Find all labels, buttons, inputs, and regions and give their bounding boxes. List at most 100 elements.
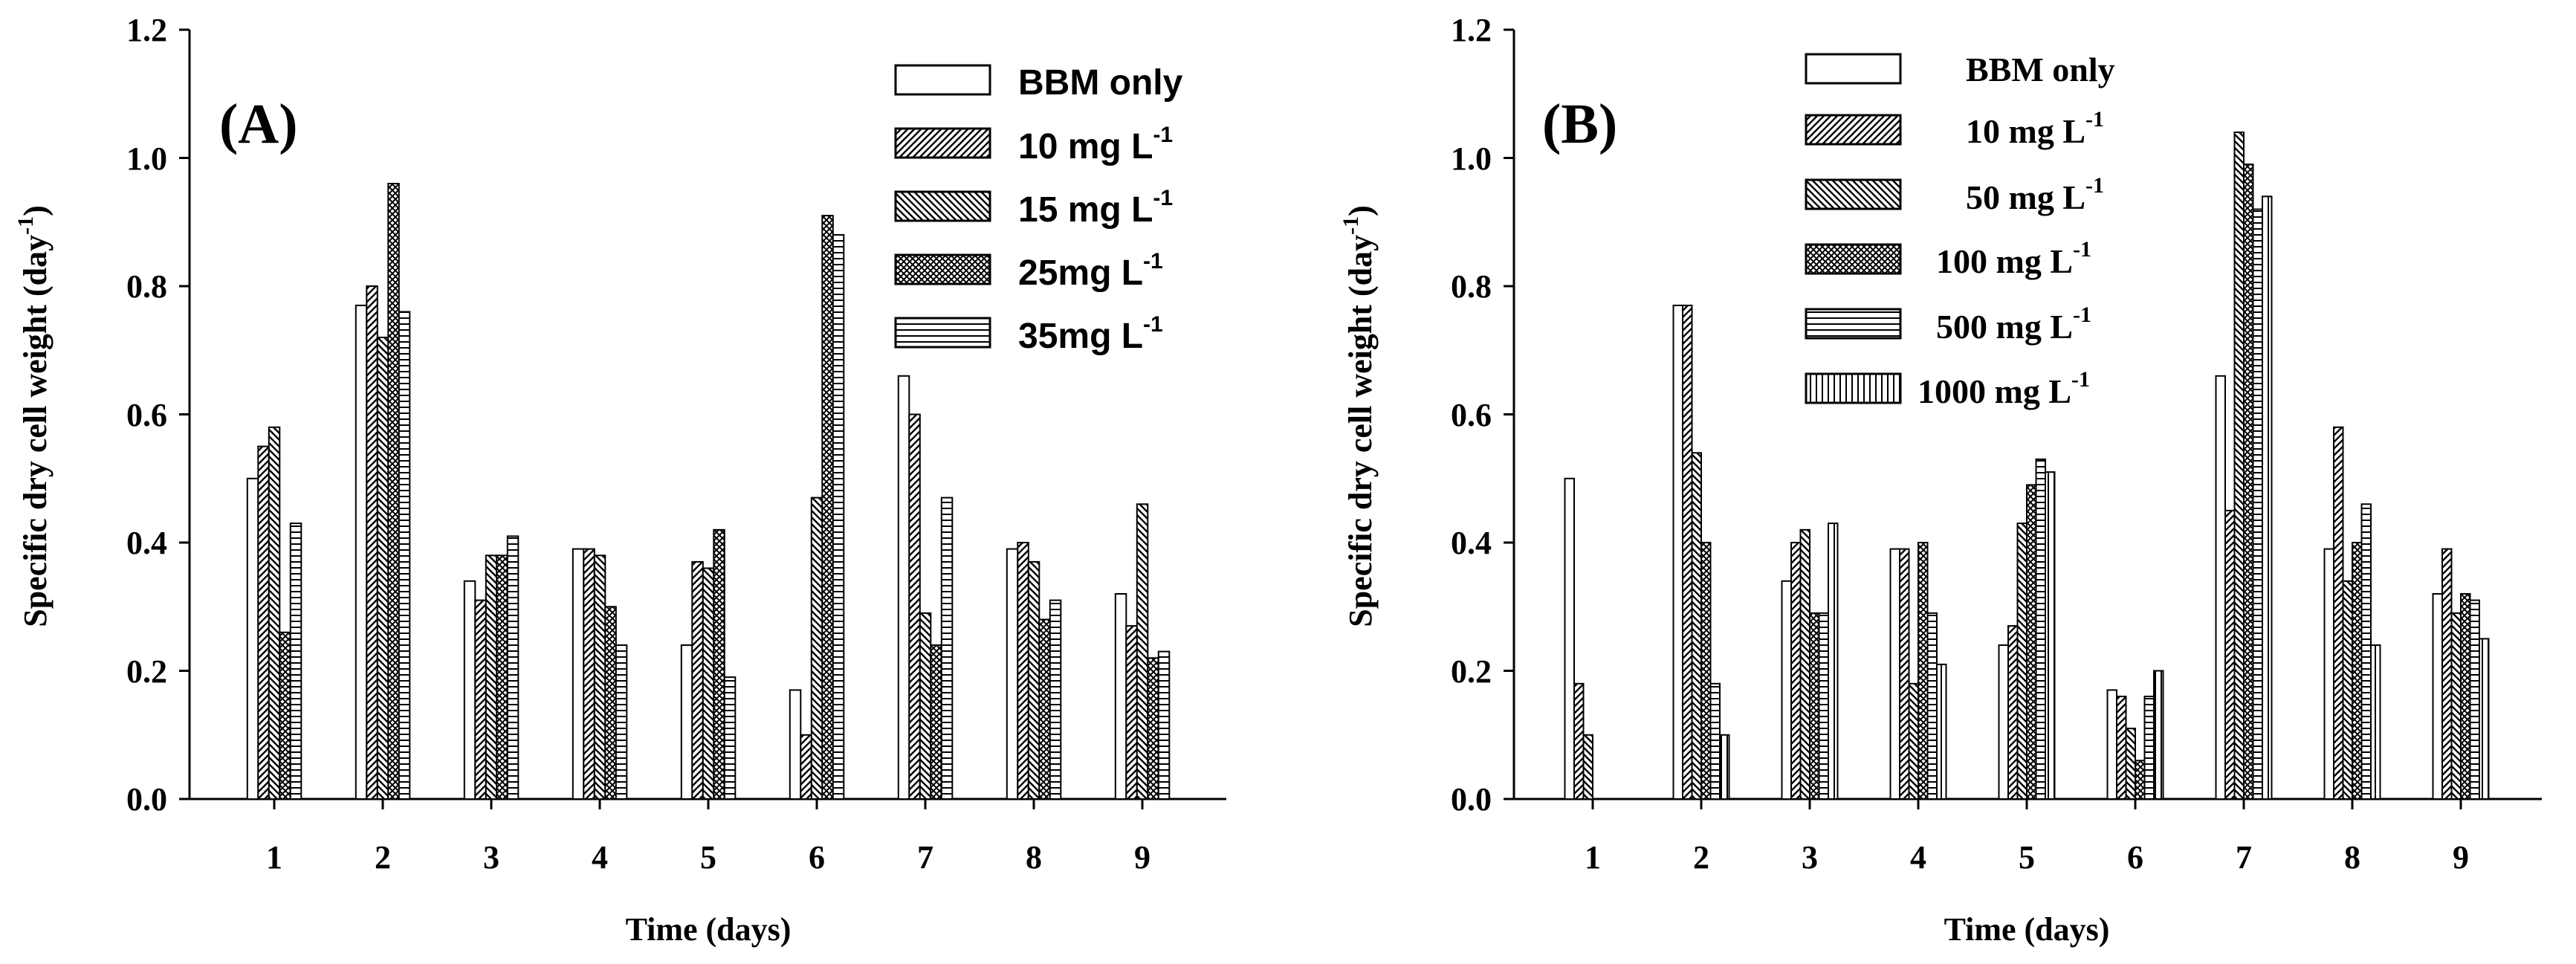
bar [1682,304,1693,800]
bar [1038,618,1051,800]
bar [474,599,487,800]
bar [2233,132,2245,800]
bar [2479,638,2490,800]
bar [1125,625,1138,800]
y-tick-label: 0.6 [126,397,167,433]
bars-b [1564,132,2490,800]
legend-item: BBM only [894,63,1183,103]
bar [2262,195,2273,800]
x-tick-marks-a [273,799,1144,809]
legend-label: BBM only [1966,51,2115,88]
bar [268,426,281,800]
bar [930,644,942,800]
x-tick-label: 8 [2344,839,2360,876]
y-tick-marks-b [1504,28,1514,800]
legend-swatch-bbm-only [894,64,991,96]
bar [810,496,823,800]
legend-swatch-100-mg [1805,243,1902,275]
legend-item: 25mg L-1 [894,249,1163,293]
bar [257,445,270,800]
legend-swatch-15-mg [894,190,991,222]
y-tick-label: 0.2 [1451,653,1492,690]
bar [1908,682,1919,800]
bar [897,375,910,800]
bar [1006,548,1019,800]
x-tick-label: 5 [700,839,716,876]
legend-label: 100 mg L-1 [1936,237,2091,280]
bar [832,234,845,800]
legend-label: 35mg L-1 [1018,312,1163,356]
x-tick-label: 1 [1585,839,1601,876]
bar [1136,503,1149,800]
x-tick-label: 6 [809,839,825,876]
bar [1027,560,1041,800]
bar [2035,458,2046,800]
x-tick-label: 9 [1134,839,1151,876]
bar [387,183,400,800]
legend-swatch-50-mg [1805,178,1902,210]
x-axis-title-a: Time (days) [626,911,792,948]
bar [1998,644,2009,800]
legend-item: 35mg L-1 [894,312,1163,356]
legend-item: BBM only [1805,51,2115,88]
y-axis-b: 0.0 0.2 0.4 0.6 0.8 1.0 1.2 [1451,12,1515,818]
y-axis-a: 0.0 0.2 0.4 0.6 0.8 1.0 1.2 [126,12,191,818]
legend-swatch-bbm-only [1805,53,1902,85]
bar [1700,542,1712,800]
y-tick-label: 0.2 [126,653,167,690]
bar [398,311,411,800]
legend-item: 500 mg L-1 [1805,303,2091,346]
y-tick-label: 0.8 [126,268,167,305]
y-axis-title-a: Specific dry cell weight (day-1) [13,205,54,627]
bar [2224,509,2236,800]
bar [463,580,476,800]
bar [1809,612,1820,800]
y-tick-label: 1.0 [1451,140,1492,177]
legend-label: 10 mg L-1 [1018,123,1173,166]
chart-panel-a: (A) 0.0 0.2 0.4 0.6 0.8 1.0 1.2 1 2 3 4 … [13,12,1226,948]
bar [821,215,834,800]
bar [908,413,921,800]
bar [2460,593,2471,800]
x-axis-title-b: Time (days) [1944,911,2110,948]
bar [1672,304,1683,800]
x-tick-label: 9 [2453,839,2469,876]
bar [1691,452,1702,800]
bar [702,567,715,800]
bar [2007,625,2019,800]
y-tick-label: 0.0 [126,781,167,818]
x-tick-label: 8 [1026,839,1042,876]
legend-b: BBM only 10 mg L-1 50 mg L-1 100 mg L-1 … [1805,51,2115,410]
legend-a: BBM only 10 mg L-1 15 mg L-1 25mg L-1 35… [894,63,1183,356]
bar [723,676,737,800]
panel-label-a: (A) [219,93,298,155]
bar [583,548,595,800]
x-tick-label: 7 [2236,839,2252,876]
bar [713,528,725,800]
bar [1818,612,1829,800]
bar [2333,426,2344,800]
x-tick-label: 6 [2127,839,2143,876]
bar [279,631,291,800]
y-tick-label: 0.8 [1451,268,1492,305]
y-tick-marks-a [179,28,190,800]
bar [615,644,628,800]
bar [1899,548,1910,800]
bar [2243,164,2254,800]
bar [2125,728,2136,800]
bar [2143,696,2155,800]
x-tick-label: 2 [1693,839,1709,876]
bar [2026,484,2037,800]
legend-item: 10 mg L-1 [1805,107,2104,150]
chart-panel-b: (B) 0.0 0.2 0.4 0.6 0.8 1.0 1.2 1 2 3 4 … [1339,12,2542,948]
y-tick-label: 0.6 [1451,397,1492,433]
bar [2370,644,2381,800]
bar [376,337,389,800]
x-axis-b: 1 2 3 4 5 6 7 8 9 [1514,798,2542,876]
bar [940,496,954,800]
y-tick-label: 0.4 [126,525,167,561]
legend-label: 10 mg L-1 [1966,107,2104,150]
bar [2469,599,2480,800]
bar [691,560,704,800]
